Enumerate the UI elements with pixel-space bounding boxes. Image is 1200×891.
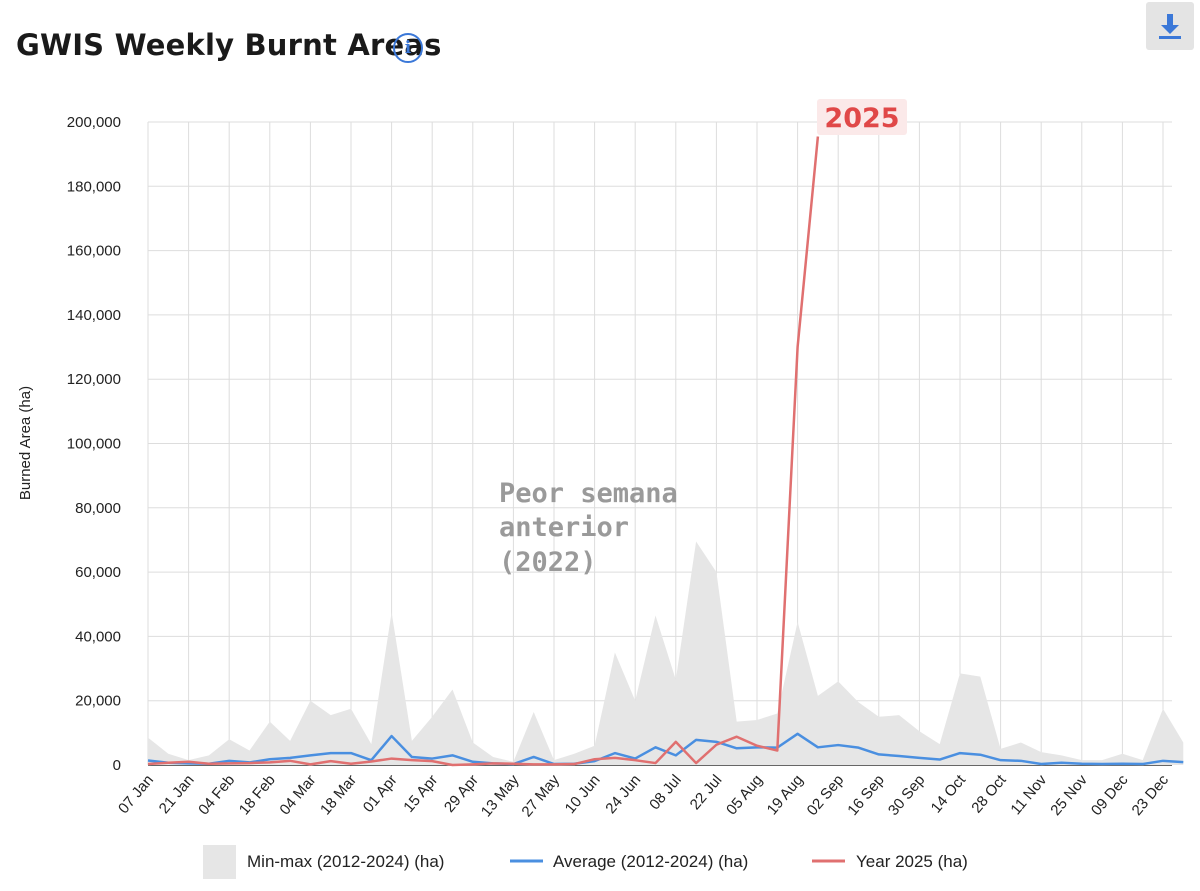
y-tick-label: 20,000 xyxy=(75,693,121,710)
y-tick-label: 140,000 xyxy=(67,307,121,324)
legend: Min-max (2012-2024) (ha) Average (2012-20… xyxy=(203,845,968,879)
x-tick-label: 13 May xyxy=(478,771,523,820)
y-tick-label: 80,000 xyxy=(75,500,121,517)
x-tick-label: 15 Apr xyxy=(400,772,441,816)
x-tick-label: 29 Apr xyxy=(441,772,482,816)
y-tick-label: 180,000 xyxy=(67,178,121,195)
x-tick-label: 07 Jan xyxy=(115,772,157,817)
x-tick-label: 10 Jun xyxy=(562,772,604,817)
y-axis-ticks: 0 20,000 40,000 60,000 80,000 100,000 120,000 1… xyxy=(67,114,121,774)
annotation-line-1: Peor semana xyxy=(499,478,678,509)
x-tick-label: 19 Aug xyxy=(764,772,807,819)
x-tick-label: 02 Sep xyxy=(804,772,848,819)
annotation: Peor semana anterior (2022) xyxy=(499,478,678,578)
series-minmax-area xyxy=(148,541,1184,765)
x-tick-label: 04 Mar xyxy=(276,772,319,819)
x-tick-label: 09 Dec xyxy=(1088,771,1132,819)
x-tick-label: 30 Sep xyxy=(885,772,929,819)
x-tick-label: 08 Jul xyxy=(646,772,685,814)
y-tick-label: 40,000 xyxy=(75,628,121,645)
series-year-2025-line xyxy=(147,136,820,767)
x-tick-label: 14 Oct xyxy=(928,771,970,816)
y-tick-label: 60,000 xyxy=(75,564,121,581)
y-axis-label: Burned Area (ha) xyxy=(17,386,34,500)
x-tick-label: 16 Sep xyxy=(844,772,888,819)
page-title: GWIS Weekly Burnt Areas xyxy=(16,28,442,62)
x-tick-label: 23 Dec xyxy=(1128,771,1172,819)
x-tick-label: 18 Mar xyxy=(317,772,360,819)
annotation-line-3: (2022) xyxy=(499,547,597,578)
y-tick-label: 160,000 xyxy=(67,243,121,260)
x-tick-label: 01 Apr xyxy=(360,772,401,816)
y-tick-label: 200,000 xyxy=(67,114,121,131)
legend-label-average: Average (2012-2024) (ha) xyxy=(553,852,748,871)
download-button[interactable] xyxy=(1146,2,1194,50)
x-tick-label: 28 Oct xyxy=(968,771,1010,816)
annotation-line-2: anterior xyxy=(499,512,629,543)
year-badge-label: 2025 xyxy=(824,103,899,134)
y-tick-label: 0 xyxy=(113,757,121,774)
legend-label-year-2025: Year 2025 (ha) xyxy=(856,852,968,871)
x-tick-label: 05 Aug xyxy=(723,772,766,819)
y-tick-label: 120,000 xyxy=(67,371,121,388)
x-tick-label: 04 Feb xyxy=(195,772,238,819)
y-tick-label: 100,000 xyxy=(67,436,121,453)
year-badge-background xyxy=(817,99,907,135)
x-tick-label: 25 Nov xyxy=(1047,771,1091,819)
info-icon[interactable]: i xyxy=(393,33,423,63)
year-badge: 2025 xyxy=(817,99,907,135)
x-tick-label: 27 May xyxy=(518,771,563,820)
download-icon xyxy=(1159,14,1181,39)
series-layer xyxy=(147,136,1184,767)
legend-swatch-minmax xyxy=(203,845,236,879)
x-tick-label: 18 Feb xyxy=(236,772,279,819)
x-tick-label: 11 Nov xyxy=(1007,771,1050,818)
x-tick-label: 24 Jun xyxy=(602,772,644,817)
legend-label-minmax: Min-max (2012-2024) (ha) xyxy=(247,852,444,871)
x-tick-label: 21 Jan xyxy=(156,772,198,817)
x-tick-label: 22 Jul xyxy=(687,772,726,814)
